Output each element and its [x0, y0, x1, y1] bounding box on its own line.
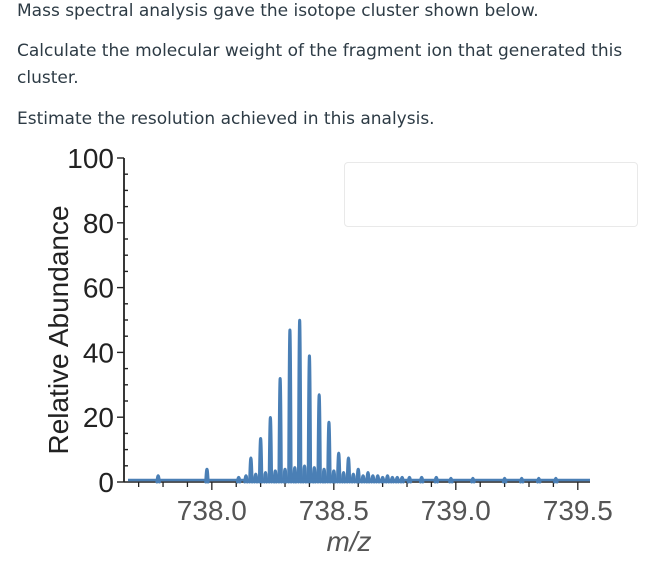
y-tick-label: 0	[98, 467, 114, 498]
spectrum-peak	[316, 393, 322, 484]
x-tick-label: 739.5	[543, 495, 613, 526]
spectrum-peak	[331, 469, 337, 484]
y-tick-label: 20	[83, 402, 114, 433]
spectrum-peak	[321, 467, 327, 484]
spectrum-peak	[277, 377, 283, 484]
y-tick-label: 40	[83, 337, 114, 368]
spectrum-peak	[355, 467, 361, 484]
x-axis-label: m/z	[326, 526, 371, 557]
y-axis: 0 20 40 60 80 100	[67, 143, 128, 498]
question-line-2: Calculate the molecular weight of the fr…	[17, 41, 623, 88]
answer-box[interactable]	[344, 162, 638, 227]
spectrum-peak	[282, 467, 288, 484]
y-tick-label: 60	[83, 273, 114, 304]
question-line-1: Mass spectral analysis gave the isotope …	[17, 1, 539, 21]
spectrum-peak	[204, 467, 210, 484]
spectrum-peak	[267, 415, 274, 484]
y-tick-label: 100	[67, 143, 114, 174]
spectrum-peak	[272, 469, 278, 484]
spectrum-peak	[311, 466, 318, 484]
spectrum-series	[128, 319, 590, 484]
spectrum-peak	[257, 437, 264, 484]
spectrum-peak	[326, 421, 332, 484]
y-tick-label: 80	[83, 208, 114, 239]
spectrum-peak	[296, 319, 303, 484]
spectrum-peak	[248, 456, 254, 484]
y-axis-label: Relative Abundance	[43, 205, 74, 454]
spectrum-peak	[306, 354, 313, 484]
x-tick-label: 738.0	[177, 495, 247, 526]
x-axis: 738.0 738.5 739.0 739.5	[124, 481, 613, 526]
spectrum-peak	[301, 464, 308, 484]
spectrum-peak	[335, 451, 342, 484]
x-tick-label: 738.5	[299, 495, 369, 526]
spectrum-peak	[345, 456, 352, 484]
x-tick-label: 739.0	[421, 495, 491, 526]
spectrum-peak	[287, 328, 293, 484]
question-line-3: Estimate the resolution achieved in this…	[17, 109, 435, 129]
spectrum-peak	[292, 466, 298, 484]
